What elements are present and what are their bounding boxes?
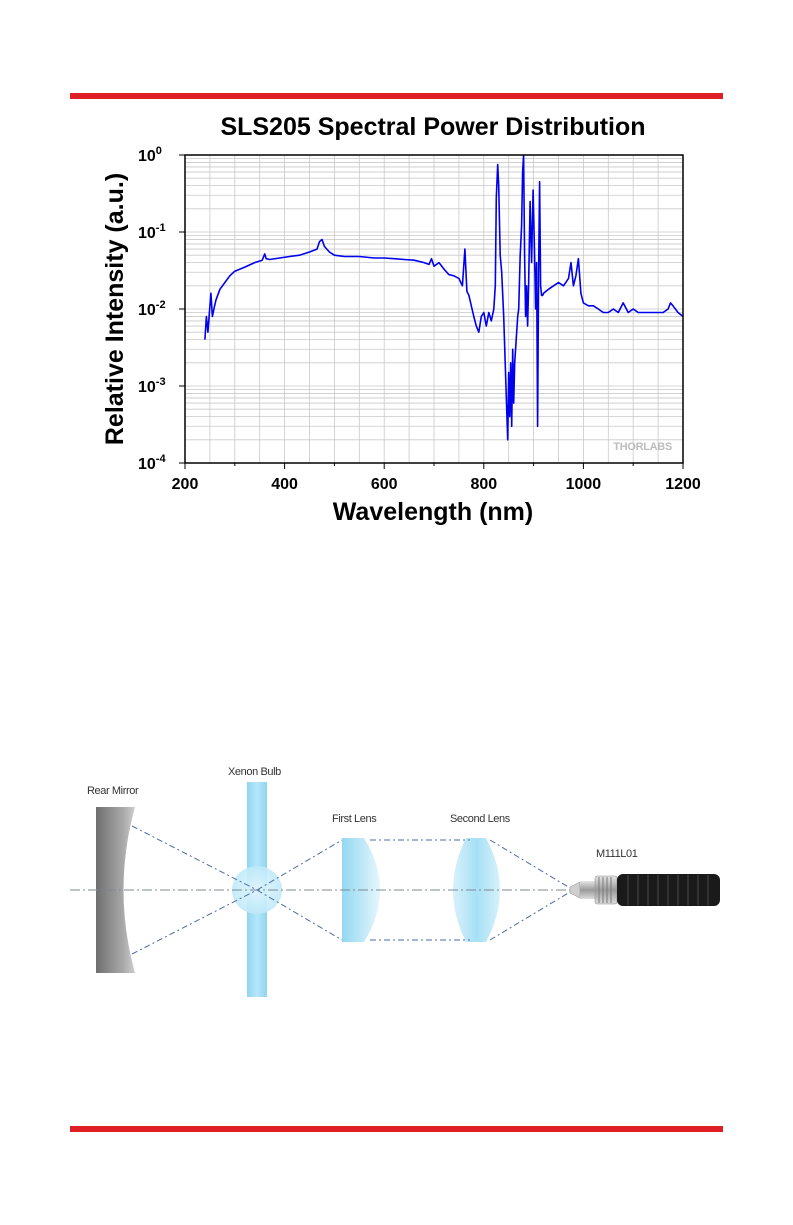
footer-rule xyxy=(70,1126,723,1132)
chart-data-layer xyxy=(204,154,684,441)
fiber-connector xyxy=(569,874,720,906)
x-tick-label: 1200 xyxy=(665,476,701,493)
chart-watermark: THORLABS xyxy=(613,441,672,453)
y-tick-label: 10-3 xyxy=(138,376,166,396)
second-lens xyxy=(453,838,500,942)
label-rear-mirror: Rear Mirror xyxy=(87,785,139,797)
y-axis-title: Relative Intensity (a.u.) xyxy=(101,173,129,445)
x-tick-label: 800 xyxy=(470,476,497,493)
x-tick-label: 400 xyxy=(271,476,298,493)
chart-grid xyxy=(185,155,683,463)
header-rule xyxy=(70,93,723,99)
chart-ticks xyxy=(179,154,684,469)
label-second-lens: Second Lens xyxy=(450,813,511,825)
plot-frame xyxy=(184,154,684,464)
y-tick-label: 10-2 xyxy=(138,299,166,319)
spectrum-line xyxy=(204,154,684,441)
label-xenon-bulb: Xenon Bulb xyxy=(228,766,281,778)
chart-title: SLS205 Spectral Power Distribution xyxy=(220,113,645,141)
x-tick-label: 200 xyxy=(172,476,199,493)
x-axis-title: Wavelength (nm) xyxy=(333,498,533,526)
ray-paths xyxy=(131,825,571,955)
label-first-lens: First Lens xyxy=(332,813,377,825)
x-tick-label: 1000 xyxy=(566,476,602,493)
y-tick-label: 10-1 xyxy=(138,222,166,242)
label-fiber: M111L01 xyxy=(596,848,638,860)
spectral-power-chart: SLS205 Spectral Power Distribution THORL… xyxy=(101,113,701,526)
y-tick-label: 10-4 xyxy=(138,453,166,473)
y-tick-label: 100 xyxy=(138,145,162,165)
x-tick-label: 600 xyxy=(371,476,398,493)
